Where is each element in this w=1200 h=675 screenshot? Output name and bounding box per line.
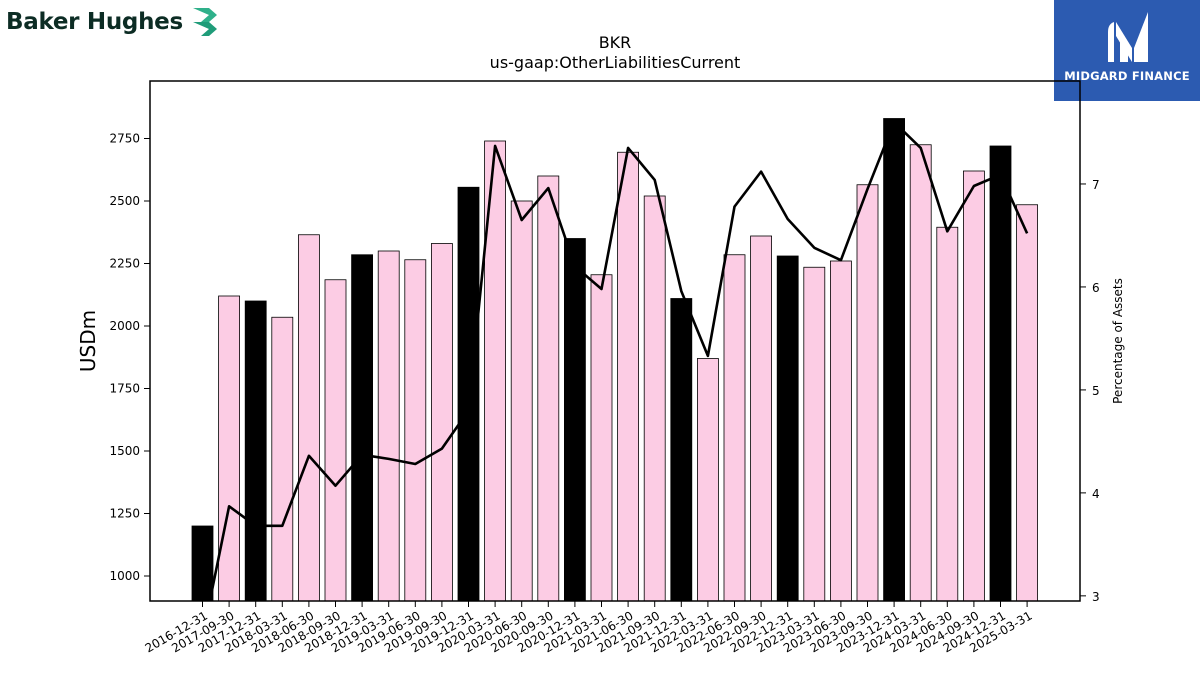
y-tick-label: 1500 [109,444,140,458]
baker-hughes-chevron-icon [192,8,217,36]
left-axis: 1000 1250 1500 1750 2000 2250 2500 2750 [109,132,150,583]
bar-2024-06-30 [936,226,959,602]
midgard-m-icon [1108,12,1148,62]
plot-frame [149,80,1081,602]
y2-tick-label: 6 [1092,281,1100,295]
y2-tick-label: 7 [1092,178,1100,192]
y-tick-label: 2750 [109,132,140,146]
brand-name: Baker Hughes [6,9,183,35]
bar-2022-12-31 [776,255,799,602]
bar-2023-09-30 [856,184,879,602]
bar-2018-12-31 [351,254,374,602]
bar-2023-06-30 [830,260,852,602]
percent-line-series [208,120,1029,601]
bar-2022-03-31 [697,358,719,602]
y-tick-label: 2500 [109,194,140,208]
bar-2021-06-30 [617,151,639,602]
y-axis-label: USDm [76,310,100,372]
y2-axis-label: Percentage of Assets [1111,278,1125,404]
bar-2019-03-31 [377,250,400,602]
y2-tick-label: 3 [1092,590,1100,604]
bar-2018-06-30 [297,234,320,602]
bar-2018-09-30 [324,279,347,602]
y-tick-label: 1250 [109,507,140,521]
bar-2020-06-30 [510,200,533,602]
bar-2018-03-31 [271,316,294,602]
bar-2021-09-30 [643,195,666,602]
y2-tick-label: 4 [1092,487,1100,501]
bar-2020-12-31 [564,238,586,602]
bar-2024-09-30 [963,170,985,602]
percent-of-assets-line [208,120,1029,601]
bar-2022-06-30 [723,254,746,602]
bar-2017-12-31 [244,300,267,602]
baker-hughes-logo: Baker Hughes [6,4,221,40]
bar-2017-09-30 [218,295,241,602]
bar-series [191,118,1038,602]
right-axis: 3 4 5 6 7 [1080,178,1100,604]
y-tick-label: 2250 [109,257,140,271]
y-tick-label: 1000 [109,569,140,583]
y-tick-label: 2000 [109,319,140,333]
bar-2019-09-30 [430,243,453,602]
y-tick-label: 1750 [109,382,140,396]
bar-2023-12-31 [883,118,905,602]
chart-subtitle: us-gaap:OtherLiabilitiesCurrent [490,53,741,72]
bar-2025-03-31 [1016,204,1038,602]
bar-2024-03-31 [909,144,932,602]
x-axis: 2016-12-312017-09-302017-12-312018-03-31… [143,601,1035,655]
bar-2021-12-31 [670,298,693,602]
bar-2022-09-30 [750,235,772,602]
chart-title: BKR [599,33,632,52]
midgard-finance-badge: MIDGARD FINANCE [1054,0,1200,101]
bar-2021-03-31 [590,274,613,602]
badge-name: MIDGARD FINANCE [1064,69,1190,83]
bar-2020-09-30 [537,175,560,602]
y2-tick-label: 5 [1092,384,1100,398]
bar-2019-06-30 [404,259,427,602]
bar-2023-03-31 [803,266,826,602]
bar-2019-12-31 [457,186,480,602]
bar-2016-12-31 [191,525,214,602]
bar-2024-12-31 [989,145,1012,602]
